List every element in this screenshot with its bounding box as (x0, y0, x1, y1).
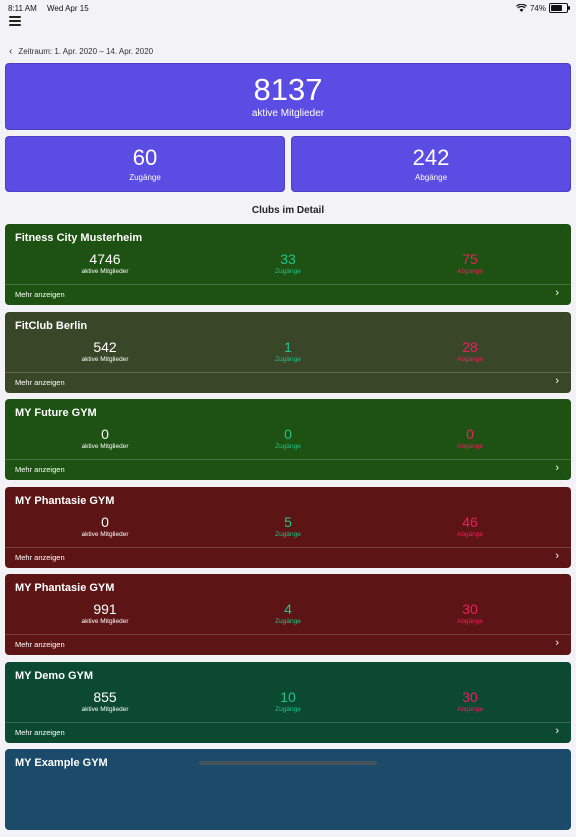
chevron-right-icon[interactable]: › (555, 724, 559, 737)
club-leaves-value: 28 (462, 338, 478, 355)
club-card[interactable]: MY Future GYM 0 aktive Mitglieder 0 Zugäng… (5, 399, 571, 480)
club-name: MY Example GYM (15, 757, 108, 769)
chevron-right-icon[interactable]: › (555, 549, 559, 562)
club-name: MY Phantasie GYM (15, 494, 115, 507)
club-joins-value: 0 (284, 426, 292, 442)
total-leaves-tile: 242 Abgänge (291, 136, 571, 192)
wifi-icon (515, 4, 527, 12)
total-active-label: aktive Mitglieder (251, 108, 325, 119)
total-joins-label: Zugänge (129, 173, 161, 182)
club-active-value: 0 (101, 426, 109, 442)
divider (5, 634, 571, 635)
show-more-link[interactable]: Mehr anzeigen (15, 640, 65, 649)
club-leaves-label: Abgänge (456, 355, 484, 363)
club-active-label: aktive Mitglieder (81, 530, 129, 538)
total-active-tile: 8137 aktive Mitglieder (5, 63, 571, 130)
show-more-link[interactable]: Mehr anzeigen (15, 290, 65, 299)
club-active-label: aktive Mitglieder (81, 355, 129, 363)
club-active-value: 855 (93, 688, 117, 705)
period-selector[interactable]: ‹ Zeitraum: 1. Apr. 2020 – 14. Apr. 2020 (9, 46, 153, 57)
divider (5, 546, 571, 548)
chevron-right-icon[interactable]: › (555, 637, 559, 649)
club-name: FitClub Berlin (15, 319, 88, 332)
club-active-label: aktive Mitglieder (81, 268, 129, 275)
club-card[interactable]: FitClub Berlin 542 aktive Mitglieder 1 Zug… (5, 311, 571, 393)
club-leaves-label: Abgänge (456, 618, 484, 625)
club-joins-label: Zugänge (275, 618, 301, 625)
club-joins-label: Zugänge (275, 268, 301, 275)
divider (5, 721, 571, 723)
show-more-link[interactable]: Mehr anzeigen (15, 552, 65, 562)
club-joins-label: Zugänge (275, 705, 301, 713)
battery-percent: 74% (529, 3, 546, 13)
club-leaves-value: 30 (462, 601, 478, 617)
club-name: MY Demo GYM (15, 669, 94, 682)
total-joins-value: 60 (132, 145, 158, 170)
club-leaves-label: Abgänge (456, 443, 484, 450)
show-more-link[interactable]: Mehr anzeigen (15, 727, 65, 737)
club-leaves-value: 30 (462, 688, 478, 705)
club-active-value: 991 (93, 601, 117, 617)
club-list: Fitness City Musterheim 4746 aktive Mitgl… (5, 224, 571, 837)
chevron-left-icon: ‹ (9, 46, 13, 57)
club-card[interactable]: Fitness City Musterheim 4746 aktive Mitgl… (5, 224, 571, 305)
chevron-right-icon[interactable]: › (555, 287, 559, 299)
club-active-label: aktive Mitglieder (81, 705, 129, 713)
show-more-link[interactable]: Mehr anzeigen (15, 377, 65, 387)
total-joins-tile: 60 Zugänge (5, 136, 285, 192)
chevron-right-icon[interactable]: › (555, 374, 559, 387)
total-leaves-label: Abgänge (414, 173, 448, 182)
club-joins-label: Zugänge (275, 530, 301, 538)
status-bar: 8:11 AM Wed Apr 15 74% (0, 0, 576, 16)
club-card[interactable]: MY Demo GYM 855 aktive Mitglieder 10 Zugän… (5, 661, 571, 743)
battery-icon (549, 3, 570, 13)
club-joins-label: Zugänge (275, 355, 301, 363)
club-joins-value: 5 (284, 513, 292, 530)
total-active-value: 8137 (253, 72, 323, 107)
show-more-link[interactable]: Mehr anzeigen (15, 465, 65, 474)
hamburger-menu-icon[interactable] (9, 16, 21, 26)
club-leaves-label: Abgänge (456, 705, 484, 713)
club-leaves-value: 46 (462, 513, 478, 530)
club-active-label: aktive Mitglieder (81, 443, 129, 450)
chevron-right-icon[interactable]: › (555, 462, 559, 474)
divider (5, 284, 571, 285)
section-title: Clubs im Detail (251, 205, 325, 216)
total-leaves-value: 242 (412, 145, 450, 170)
club-leaves-value: 75 (462, 251, 478, 267)
home-indicator[interactable] (199, 761, 377, 765)
club-joins-value: 33 (280, 251, 296, 267)
club-leaves-label: Abgänge (456, 530, 484, 538)
club-joins-value: 10 (280, 688, 296, 705)
divider (5, 459, 571, 460)
club-active-value: 0 (101, 513, 109, 530)
club-active-value: 4746 (89, 251, 121, 267)
status-date: Wed Apr 15 (47, 3, 89, 13)
club-joins-value: 1 (284, 338, 292, 355)
club-name: MY Phantasie GYM (15, 582, 115, 594)
club-active-value: 542 (93, 338, 117, 355)
club-leaves-value: 0 (466, 426, 474, 442)
divider (5, 371, 571, 373)
club-joins-value: 4 (284, 601, 292, 617)
club-name: MY Future GYM (15, 407, 97, 419)
club-leaves-label: Abgänge (456, 268, 484, 275)
club-card[interactable]: MY Phantasie GYM 0 aktive Mitglieder 5 Zug… (5, 486, 571, 568)
club-name: Fitness City Musterheim (15, 232, 143, 244)
period-label: Zeitraum: 1. Apr. 2020 – 14. Apr. 2020 (18, 47, 154, 56)
club-active-label: aktive Mitglieder (81, 618, 129, 625)
club-joins-label: Zugänge (275, 443, 301, 450)
status-time: 8:11 AM (8, 3, 37, 13)
